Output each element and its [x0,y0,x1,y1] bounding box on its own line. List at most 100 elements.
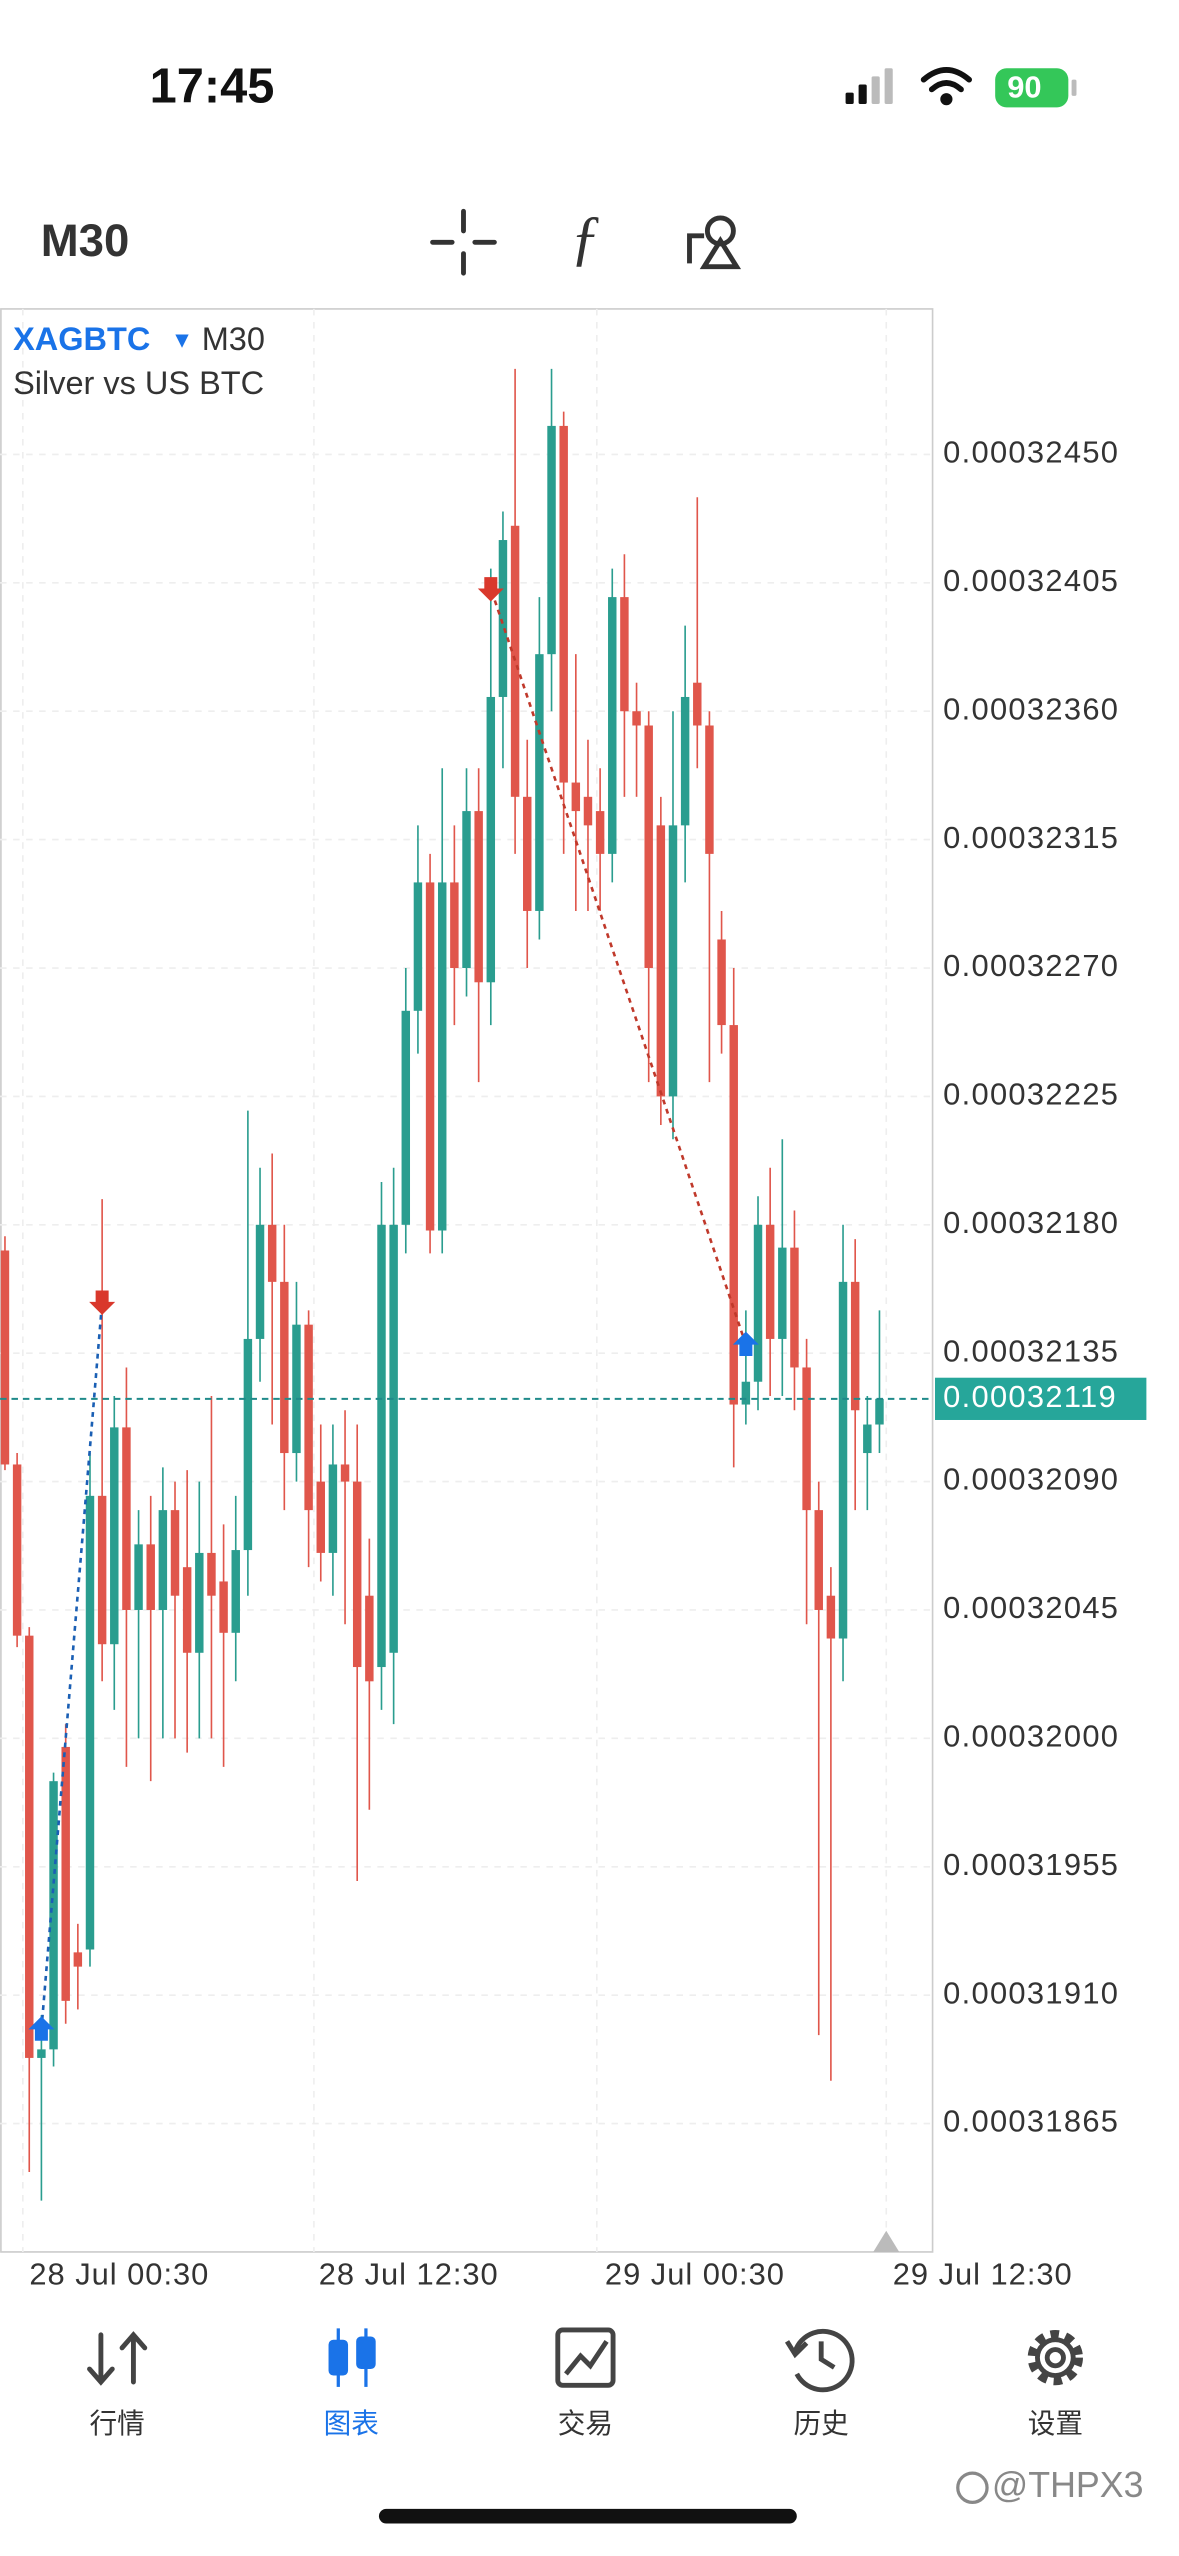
candle-body [474,811,483,983]
candle-body [61,1746,70,2001]
battery-cap [1071,79,1077,96]
candle-body [377,1224,386,1668]
candle-body [85,1495,95,1950]
candle-body [110,1427,119,1645]
candle-body [741,1381,751,1405]
candle-body [425,882,435,1231]
chart-frame [0,308,934,2253]
candle-body [328,1464,338,1553]
indicators-button[interactable]: ƒ [570,204,601,272]
battery-level: 90 [1007,70,1041,105]
tab-history[interactable]: 历史 [784,2328,855,2439]
candle-body [340,1464,350,1482]
candle-body [559,425,568,783]
candle-body [498,540,508,697]
candle-body [608,597,617,854]
vertical-grid [22,308,888,2252]
candle-body [25,1635,34,2058]
candle-body [656,825,666,1097]
candle-body [170,1510,180,1596]
candle-body [255,1224,265,1339]
candle-body [146,1544,155,1610]
candle-body [838,1281,848,1639]
y-tick-label: 0.00032090 [943,1462,1119,1497]
current-price-box [935,1377,1147,1420]
tab-chart[interactable]: 图表 [324,2328,379,2439]
y-tick-label: 0.00031955 [943,1847,1119,1882]
candle-body [632,711,641,726]
candle-body [134,1544,143,1610]
candle-body [122,1427,131,1610]
candle-body [158,1510,168,1610]
candle-body [49,1781,58,2050]
candle-body [401,1010,411,1225]
y-tick-label: 0.00032360 [943,691,1119,726]
tab-settings[interactable]: 设置 [1027,2329,1083,2439]
candle-body [717,939,726,1026]
sell-arrow [89,1290,116,1315]
tab-label: 图表 [324,2408,379,2439]
buy-arrow [28,2016,55,2041]
y-tick-label: 0.00032315 [943,820,1119,855]
candle-body [680,696,690,826]
candle-body [547,425,556,655]
x-tick-label: 28 Jul 00:30 [29,2256,209,2291]
status-time: 17:45 [150,59,275,113]
trade-line [40,1301,104,2030]
scroll-marker[interactable] [873,2230,900,2252]
sell-arrow [477,577,504,602]
y-tick-label: 0.00031910 [943,1975,1119,2010]
candle-body [620,597,629,712]
candle-body [413,882,423,1011]
candle-body [668,825,678,1097]
trade-line [489,588,748,1346]
buy-arrow [732,1331,759,1357]
candle-body [219,1581,228,1633]
candle-body [73,1952,83,1967]
candle-body [231,1550,240,1633]
crosshair-button[interactable] [430,208,497,276]
candle-body [814,1510,823,1610]
watermark: @THPX3 [992,2465,1144,2505]
symbol[interactable]: XAGBTC [13,321,150,357]
candle-body [595,811,605,854]
objects-button[interactable] [687,215,742,270]
candle-body [753,1224,763,1382]
x-tick-label: 29 Jul 12:30 [893,2256,1073,2291]
candle-body [583,796,593,826]
candle-body [693,682,702,726]
candle-body [243,1338,253,1551]
candle-body [790,1247,799,1368]
wifi-icon [920,67,973,106]
symbol-dropdown[interactable]: ▼ [171,326,194,352]
candle-body [207,1552,216,1596]
candle-body [729,1025,738,1405]
candle-body [37,2049,46,2058]
candle-body [875,1398,884,1425]
candles [0,368,884,2201]
candle-body [365,1595,374,1682]
timeframe-button[interactable]: M30 [41,215,130,266]
y-tick-label: 0.00032450 [943,435,1119,470]
candle-body [292,1324,301,1454]
y-tick-label: 0.00032135 [943,1333,1119,1368]
candle-body [304,1324,313,1511]
candle-body [316,1481,325,1553]
candle-body [826,1595,836,1639]
candle-body [644,725,653,969]
candle-body [765,1224,775,1339]
candle-body [486,696,496,983]
tab-trade[interactable]: 交易 [555,2327,616,2439]
candle-body [352,1481,362,1668]
signal-icon [845,68,893,105]
candle-body [195,1552,204,1653]
y-tick-label: 0.00032405 [943,563,1119,598]
candle-body [97,1495,107,1645]
current-price-label: 0.00032119 [943,1379,1117,1414]
candle-body [462,811,471,969]
overlay [0,577,932,2041]
tab-quotes[interactable]: 行情 [87,2331,148,2439]
tab-label: 交易 [558,2408,613,2439]
tab-label: 行情 [90,2408,145,2439]
